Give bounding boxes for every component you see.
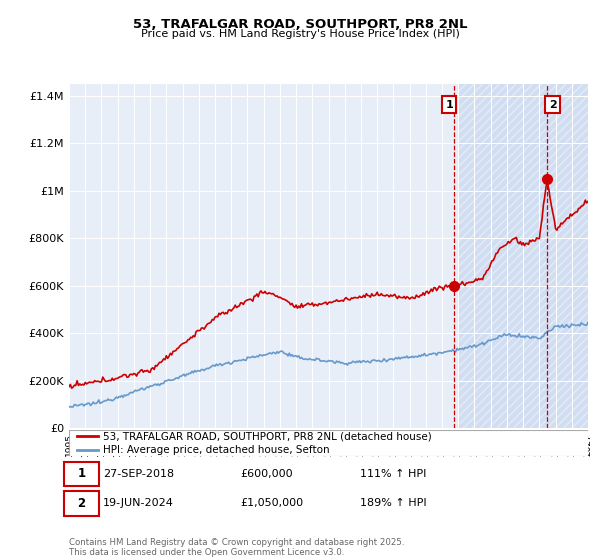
Text: 53, TRAFALGAR ROAD, SOUTHPORT, PR8 2NL: 53, TRAFALGAR ROAD, SOUTHPORT, PR8 2NL xyxy=(133,18,467,31)
FancyBboxPatch shape xyxy=(64,461,99,486)
Text: 1: 1 xyxy=(445,100,453,110)
Bar xyxy=(458,84,588,428)
Bar xyxy=(458,84,588,428)
Text: 53, TRAFALGAR ROAD, SOUTHPORT, PR8 2NL (detached house): 53, TRAFALGAR ROAD, SOUTHPORT, PR8 2NL (… xyxy=(103,431,431,441)
FancyBboxPatch shape xyxy=(64,491,99,516)
Text: £600,000: £600,000 xyxy=(240,469,293,479)
Text: Contains HM Land Registry data © Crown copyright and database right 2025.
This d: Contains HM Land Registry data © Crown c… xyxy=(69,538,404,557)
Text: 111% ↑ HPI: 111% ↑ HPI xyxy=(359,469,426,479)
Text: £1,050,000: £1,050,000 xyxy=(240,498,304,508)
Text: 27-SEP-2018: 27-SEP-2018 xyxy=(103,469,174,479)
Text: 189% ↑ HPI: 189% ↑ HPI xyxy=(359,498,426,508)
Text: Price paid vs. HM Land Registry's House Price Index (HPI): Price paid vs. HM Land Registry's House … xyxy=(140,29,460,39)
Text: 2: 2 xyxy=(549,100,557,110)
Text: 2: 2 xyxy=(77,497,86,510)
Text: HPI: Average price, detached house, Sefton: HPI: Average price, detached house, Seft… xyxy=(103,445,329,455)
Text: 19-JUN-2024: 19-JUN-2024 xyxy=(103,498,173,508)
Text: 1: 1 xyxy=(77,468,86,480)
